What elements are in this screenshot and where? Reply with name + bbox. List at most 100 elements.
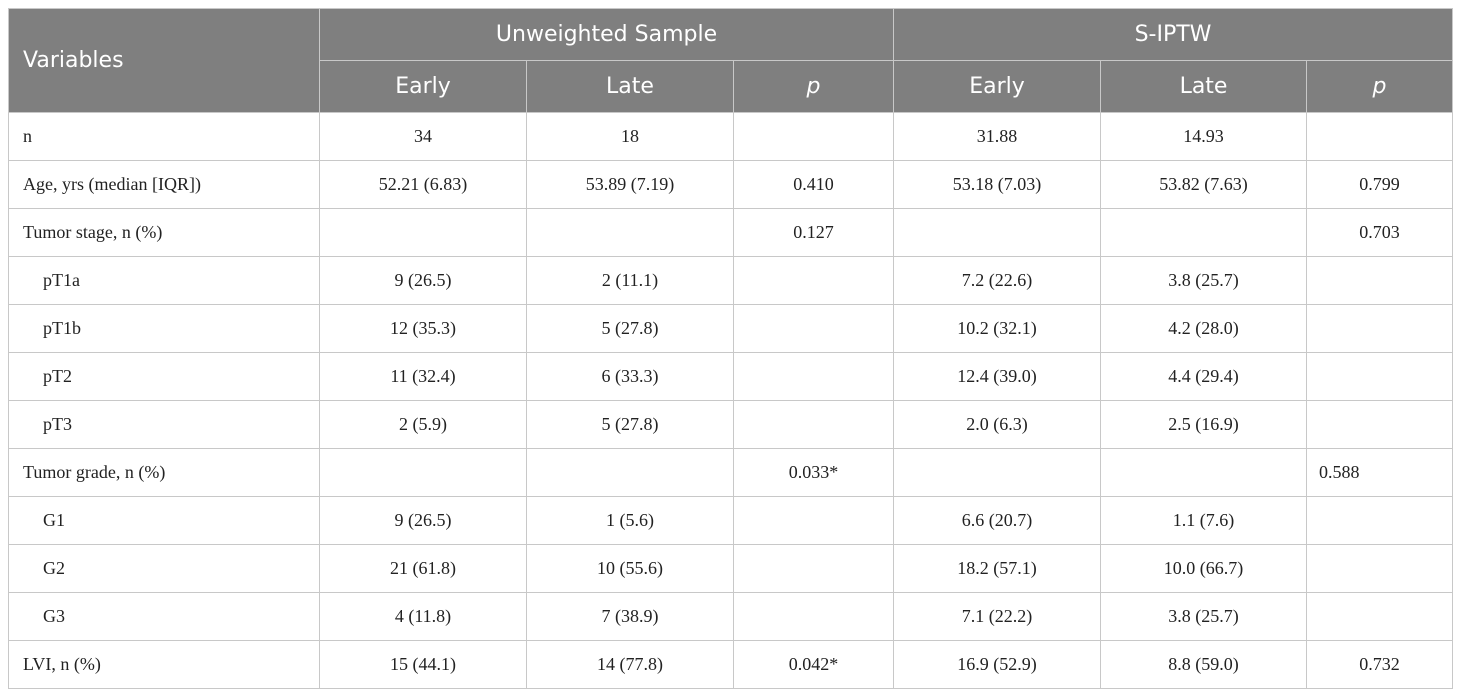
cell-unweighted-early: 21 (61.8) (319, 544, 527, 593)
unweighted-p-header: p (732, 60, 895, 113)
cell-s-iptw-early: 12.4 (39.0) (893, 352, 1102, 401)
cell-unweighted-early (319, 208, 527, 257)
header-row-groups: Variables Unweighted Sample S-IPTW (8, 8, 1454, 113)
cell-unweighted-early: 11 (32.4) (319, 352, 527, 401)
cell-unweighted-late: 18 (526, 112, 734, 161)
cell-s-iptw-early: 7.1 (22.2) (893, 592, 1102, 641)
s-iptw-late-header: Late (1100, 60, 1308, 113)
row-label: LVI, n (%) (8, 640, 320, 689)
row-label: G3 (8, 592, 320, 641)
cell-s-iptw-late: 8.8 (59.0) (1100, 640, 1308, 689)
cell-s-iptw-early: 53.18 (7.03) (893, 160, 1102, 209)
table-header: Variables Unweighted Sample S-IPTW Early… (8, 8, 1454, 113)
cell-s-iptw-p (1306, 304, 1454, 353)
cell-s-iptw-p: 0.588 (1306, 448, 1454, 497)
cell-unweighted-p (732, 112, 895, 161)
cell-s-iptw-p: 0.799 (1306, 160, 1454, 209)
row-label: G2 (8, 544, 320, 593)
cell-s-iptw-late: 1.1 (7.6) (1100, 496, 1308, 545)
table-row: Age, yrs (median [IQR]) 52.21 (6.83) 53.… (8, 160, 1454, 209)
cell-s-iptw-early: 18.2 (57.1) (893, 544, 1102, 593)
cell-s-iptw-late: 10.0 (66.7) (1100, 544, 1308, 593)
cell-unweighted-late: 7 (38.9) (526, 592, 734, 641)
data-table: Variables Unweighted Sample S-IPTW Early… (8, 8, 1454, 689)
cell-s-iptw-p (1306, 352, 1454, 401)
cell-unweighted-early (319, 448, 527, 497)
cell-s-iptw-p: 0.732 (1306, 640, 1454, 689)
cell-unweighted-p: 0.033* (732, 448, 895, 497)
cell-s-iptw-late: 3.8 (25.7) (1100, 256, 1308, 305)
row-label: pT2 (8, 352, 320, 401)
row-label: pT1a (8, 256, 320, 305)
cell-s-iptw-early (893, 448, 1102, 497)
cell-unweighted-p: 0.410 (732, 160, 895, 209)
cell-s-iptw-early: 31.88 (893, 112, 1102, 161)
cell-unweighted-late: 5 (27.8) (526, 304, 734, 353)
cell-unweighted-p (732, 256, 895, 305)
cell-unweighted-p (732, 496, 895, 545)
cell-s-iptw-late: 3.8 (25.7) (1100, 592, 1308, 641)
cell-unweighted-p (732, 304, 895, 353)
table-row: n 34 18 31.88 14.93 (8, 112, 1454, 161)
cell-unweighted-early: 4 (11.8) (319, 592, 527, 641)
cell-unweighted-p (732, 592, 895, 641)
cell-unweighted-early: 34 (319, 112, 527, 161)
cell-unweighted-late: 10 (55.6) (526, 544, 734, 593)
cell-unweighted-late: 14 (77.8) (526, 640, 734, 689)
table-row: Tumor stage, n (%) 0.127 0.703 (8, 208, 1454, 257)
cell-s-iptw-early: 7.2 (22.6) (893, 256, 1102, 305)
cell-unweighted-late: 6 (33.3) (526, 352, 734, 401)
cell-s-iptw-late: 53.82 (7.63) (1100, 160, 1308, 209)
cell-s-iptw-p (1306, 496, 1454, 545)
table-row: G3 4 (11.8) 7 (38.9) 7.1 (22.2) 3.8 (25.… (8, 592, 1454, 641)
table-row: LVI, n (%) 15 (44.1) 14 (77.8) 0.042* 16… (8, 640, 1454, 689)
cell-s-iptw-p (1306, 544, 1454, 593)
row-label: G1 (8, 496, 320, 545)
s-iptw-p-header: p (1306, 60, 1454, 113)
cell-unweighted-early: 12 (35.3) (319, 304, 527, 353)
variables-header: Variables (8, 8, 320, 113)
cell-unweighted-early: 52.21 (6.83) (319, 160, 527, 209)
s-iptw-early-header: Early (893, 60, 1102, 113)
row-label: pT1b (8, 304, 320, 353)
cell-s-iptw-p (1306, 256, 1454, 305)
table-row: pT1a 9 (26.5) 2 (11.1) 7.2 (22.6) 3.8 (2… (8, 256, 1454, 305)
cell-unweighted-p (732, 352, 895, 401)
cell-s-iptw-early: 16.9 (52.9) (893, 640, 1102, 689)
cell-s-iptw-late: 4.4 (29.4) (1100, 352, 1308, 401)
cell-s-iptw-late (1100, 208, 1308, 257)
cell-unweighted-early: 9 (26.5) (319, 256, 527, 305)
header-row-subgroups: Early Late p Early Late p (9, 60, 1454, 113)
cell-unweighted-early: 9 (26.5) (319, 496, 527, 545)
cell-s-iptw-early (893, 208, 1102, 257)
table-body: n 34 18 31.88 14.93 Age, yrs (median [IQ… (8, 112, 1454, 689)
row-label: n (8, 112, 320, 161)
cell-unweighted-p: 0.042* (732, 640, 895, 689)
row-label: Age, yrs (median [IQR]) (8, 160, 320, 209)
cell-unweighted-early: 15 (44.1) (319, 640, 527, 689)
unweighted-late-header: Late (526, 60, 734, 113)
cell-s-iptw-p (1306, 400, 1454, 449)
cell-unweighted-early: 2 (5.9) (319, 400, 527, 449)
cell-s-iptw-p (1306, 112, 1454, 161)
cell-unweighted-late (526, 208, 734, 257)
table-row: pT1b 12 (35.3) 5 (27.8) 10.2 (32.1) 4.2 … (8, 304, 1454, 353)
unweighted-sample-header: Unweighted Sample (318, 8, 895, 61)
cell-s-iptw-early: 10.2 (32.1) (893, 304, 1102, 353)
table-row: G2 21 (61.8) 10 (55.6) 18.2 (57.1) 10.0 … (8, 544, 1454, 593)
cell-unweighted-p (732, 544, 895, 593)
row-label: Tumor grade, n (%) (8, 448, 320, 497)
cell-s-iptw-late: 2.5 (16.9) (1100, 400, 1308, 449)
cell-unweighted-p (732, 400, 895, 449)
cell-unweighted-p: 0.127 (732, 208, 895, 257)
cell-unweighted-late: 53.89 (7.19) (526, 160, 734, 209)
row-label: Tumor stage, n (%) (8, 208, 320, 257)
cell-s-iptw-late (1100, 448, 1308, 497)
table-row: G1 9 (26.5) 1 (5.6) 6.6 (20.7) 1.1 (7.6) (8, 496, 1454, 545)
table-row: pT3 2 (5.9) 5 (27.8) 2.0 (6.3) 2.5 (16.9… (8, 400, 1454, 449)
cell-s-iptw-early: 2.0 (6.3) (893, 400, 1102, 449)
table-row: pT2 11 (32.4) 6 (33.3) 12.4 (39.0) 4.4 (… (8, 352, 1454, 401)
cell-s-iptw-late: 14.93 (1100, 112, 1308, 161)
s-iptw-header: S-IPTW (893, 8, 1454, 61)
cell-unweighted-late: 1 (5.6) (526, 496, 734, 545)
